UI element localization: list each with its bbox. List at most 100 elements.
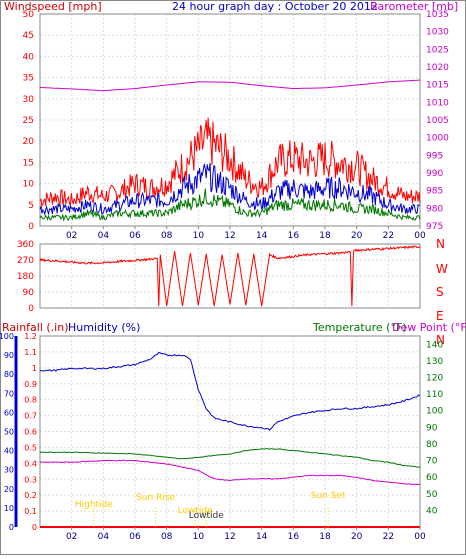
- rainfall-tick-label: 0.3: [24, 475, 37, 484]
- barometer-tick-label: 1010: [426, 98, 449, 108]
- temperature-tick-label: 70: [426, 457, 438, 467]
- windspeed-tick-label: 10: [23, 180, 35, 190]
- bottom-xtick-label: 08: [161, 532, 173, 542]
- humidity-tick-label: 40: [4, 447, 14, 456]
- top-xtick-label: 14: [256, 231, 268, 241]
- bottom-xtick-label: 12: [224, 532, 235, 542]
- rainfall-tick-label: 0.1: [24, 507, 37, 516]
- annotation-label: Sun Rise: [136, 493, 175, 503]
- bottom-xtick-label: 22: [383, 532, 394, 542]
- temperature-tick-label: 130: [426, 357, 443, 367]
- barometer-tick-label: 1025: [426, 45, 449, 55]
- temperature-line: [39, 448, 421, 468]
- humidity-line: [39, 351, 421, 431]
- top-xtick-label: 02: [66, 231, 77, 241]
- windspeed-title: Windspeed [mph]: [4, 0, 102, 13]
- wind-low-line: [39, 188, 421, 222]
- annotation-label: Hightide: [75, 500, 113, 510]
- bottom-xtick-label: 18: [319, 532, 331, 542]
- windspeed-tick-label: 5: [28, 201, 34, 211]
- bottom-xtick-label: 20: [351, 532, 363, 542]
- direction-tick-label: 360: [17, 240, 34, 250]
- direction-tick-label: 270: [17, 256, 34, 266]
- humidity-tick-label: 70: [4, 389, 14, 398]
- windspeed-tick-label: 40: [23, 52, 35, 62]
- dewpoint-line: [39, 459, 421, 486]
- wind-average-line: [39, 163, 421, 217]
- compass-label: N: [436, 237, 445, 251]
- compass-label: E: [436, 309, 444, 323]
- wind-direction-line: [39, 245, 421, 307]
- humidity-tick-label: 10: [4, 504, 14, 513]
- direction-tick-label: 90: [23, 288, 35, 298]
- windspeed-tick-label: 45: [23, 31, 34, 41]
- humidity-tick-label: 90: [4, 351, 14, 360]
- humidity-tick-label: 50: [4, 428, 14, 437]
- barometer-title: Barometer [mb]: [370, 0, 458, 13]
- barometer-tick-label: 980: [426, 204, 443, 214]
- humidity-tick-label: 0: [9, 523, 14, 532]
- top-xtick-label: 10: [193, 231, 205, 241]
- temperature-tick-label: 80: [426, 440, 438, 450]
- barometer-tick-label: 985: [426, 187, 443, 197]
- humidity-tick-label: 30: [4, 466, 14, 475]
- rainfall-tick-label: 1: [32, 364, 37, 373]
- compass-label: S: [436, 285, 444, 299]
- rainfall-tick-label: 0: [32, 523, 37, 532]
- compass-label: N: [436, 333, 445, 347]
- graph-title: 24 hour graph day : October 20 2012: [172, 0, 378, 13]
- windspeed-tick-label: 30: [23, 95, 35, 105]
- annotation-label: Lowtide: [178, 506, 213, 516]
- barometer-tick-label: 1000: [426, 134, 449, 144]
- rainfall-tick-label: 0.7: [24, 412, 37, 421]
- windspeed-tick-label: 0: [28, 222, 34, 232]
- barometer-tick-label: 975: [426, 222, 443, 232]
- dewpoint-title: Dew Point (°F): [392, 321, 466, 334]
- barometer-tick-label: 1035: [426, 10, 449, 20]
- rainfall-tick-label: 0.9: [24, 380, 37, 389]
- direction-tick-label: 0: [28, 304, 34, 314]
- bottom-xtick-label: 16: [288, 532, 300, 542]
- temperature-tick-label: 90: [426, 423, 438, 433]
- temperature-tick-label: 110: [426, 390, 443, 400]
- top-xtick-label: 22: [383, 231, 394, 241]
- windspeed-tick-label: 50: [23, 10, 35, 20]
- compass-label: W: [436, 262, 448, 276]
- barometer-tick-label: 995: [426, 151, 443, 161]
- rainfall-tick-label: 0.2: [24, 491, 37, 500]
- top-xtick-label: 00: [414, 231, 426, 241]
- windspeed-tick-label: 25: [23, 116, 34, 126]
- barometer-tick-label: 1020: [426, 63, 449, 73]
- windspeed-tick-label: 15: [23, 158, 34, 168]
- temperature-tick-label: 60: [426, 473, 438, 483]
- windspeed-tick-label: 35: [23, 74, 34, 84]
- barometer-tick-label: 1005: [426, 116, 449, 126]
- temperature-title: Temperature (°F): [312, 321, 407, 334]
- top-xtick-label: 04: [98, 231, 110, 241]
- temperature-tick-label: 100: [426, 407, 443, 417]
- bottom-xtick-label: 10: [193, 532, 205, 542]
- humidity-tick-label: 60: [4, 408, 14, 417]
- rainfall-tick-label: 0.5: [24, 443, 37, 452]
- barometer-tick-label: 990: [426, 169, 443, 179]
- rainfall-tick-label: 0.4: [24, 459, 37, 468]
- windspeed-tick-label: 20: [23, 137, 35, 147]
- top-xtick-label: 06: [129, 231, 141, 241]
- top-xtick-label: 18: [319, 231, 331, 241]
- bottom-xtick-label: 14: [256, 532, 268, 542]
- barometer-line: [39, 79, 421, 92]
- top-xtick-label: 12: [224, 231, 235, 241]
- annotation-label: Sun Set: [311, 491, 346, 501]
- rain-humidity-temp-panel: Rainfall (.in) Humidity (%) Temperature …: [0, 321, 466, 542]
- bottom-xtick-label: 02: [66, 532, 77, 542]
- rainfall-tick-label: 0.6: [24, 428, 37, 437]
- bottom-xtick-label: 00: [414, 532, 426, 542]
- direction-tick-label: 180: [17, 272, 34, 282]
- temperature-tick-label: 50: [426, 490, 438, 500]
- rainfall-tick-label: 1.2: [24, 332, 37, 341]
- top-xtick-label: 16: [288, 231, 300, 241]
